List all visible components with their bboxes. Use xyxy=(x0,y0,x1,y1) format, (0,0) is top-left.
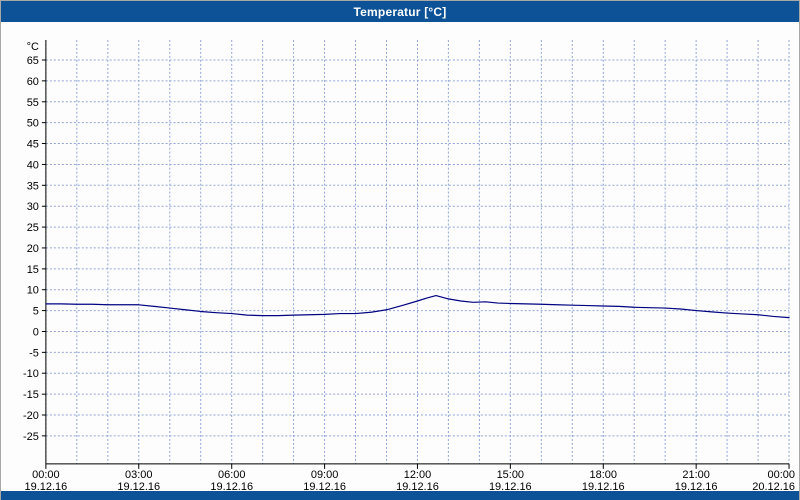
y-tick-label: 65 xyxy=(27,55,39,67)
y-tick-label: -20 xyxy=(23,410,39,422)
x-tick-date-label: 19.12.16 xyxy=(396,481,439,491)
bottom-bar xyxy=(1,490,799,500)
x-tick-time-label: 00:00 xyxy=(32,469,59,481)
y-tick-label: 25 xyxy=(27,222,39,234)
x-tick-time-label: 21:00 xyxy=(682,469,709,481)
y-tick-label: 5 xyxy=(33,306,39,318)
y-tick-label: -25 xyxy=(23,431,39,443)
x-tick-time-label: 06:00 xyxy=(218,469,245,481)
temperature-line-chart: 65605550454035302520151050-5-10-15-20-25… xyxy=(23,39,795,491)
x-tick-time-label: 03:00 xyxy=(125,469,152,481)
x-tick-time-label: 00:00 xyxy=(768,469,795,481)
x-tick-date-label: 19.12.16 xyxy=(489,481,532,491)
y-tick-label: 40 xyxy=(27,159,39,171)
chart-area: 65 60 55 50 45 40 35 30 25 20 15 10 5 0 -5 -10 -15 -20 -25… xyxy=(1,22,799,491)
x-tick-date-label: 19.12.16 xyxy=(117,481,160,491)
x-tick-date-label: 19.12.16 xyxy=(303,481,346,491)
x-tick-date-label: 19.12.16 xyxy=(582,481,625,491)
y-tick-label: -15 xyxy=(23,389,39,401)
chart-title-bar: Temperatur [°C] xyxy=(1,1,799,22)
y-tick-label: 20 xyxy=(27,243,39,255)
x-tick-time-label: 12:00 xyxy=(404,469,431,481)
y-tick-label: 10 xyxy=(27,285,39,297)
y-tick-label: 15 xyxy=(27,264,39,276)
x-tick-time-label: 09:00 xyxy=(311,469,338,481)
x-tick-time-label: 15:00 xyxy=(497,469,524,481)
x-tick-date-label: 19.12.16 xyxy=(675,481,718,491)
series-line-temperatur xyxy=(45,295,790,319)
y-tick-label: 50 xyxy=(27,118,39,130)
y-tick-label: 0 xyxy=(33,327,39,339)
y-tick-label: 35 xyxy=(27,180,39,192)
y-tick-label: -10 xyxy=(23,368,39,380)
y-tick-label: 60 xyxy=(27,76,39,88)
y-tick-label: 30 xyxy=(27,201,39,213)
x-tick-time-label: 18:00 xyxy=(590,469,617,481)
y-tick-label: 55 xyxy=(27,97,39,109)
x-tick-date-label: 20.12.16 xyxy=(752,481,795,491)
chart-title: Temperatur [°C] xyxy=(353,4,447,19)
x-tick-date-label: 19.12.16 xyxy=(25,481,68,491)
y-tick-label: 45 xyxy=(27,138,39,150)
x-tick-date-label: 19.12.16 xyxy=(210,481,253,491)
y-axis-unit-label: °C xyxy=(27,41,39,53)
y-tick-label: -5 xyxy=(29,347,39,359)
